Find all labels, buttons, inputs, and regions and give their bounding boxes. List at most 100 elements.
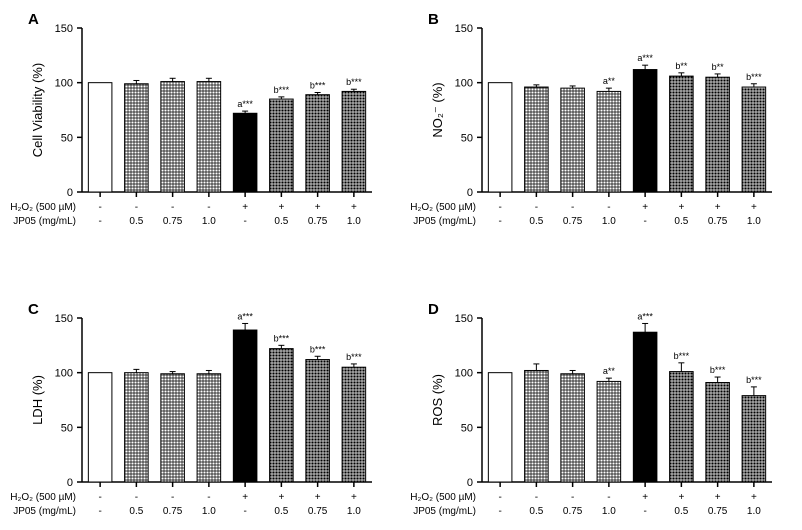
ytick-label: 100 — [455, 368, 473, 380]
panel-B: B050100150NO₂⁻ (%)a**a***b**b**b***H₂O₂ … — [410, 11, 772, 227]
treatment-cell: 1.0 — [602, 216, 616, 227]
treatment-cell: + — [315, 202, 321, 213]
treatment-cell: - — [98, 202, 101, 213]
ytick-label: 0 — [67, 477, 73, 489]
bar — [561, 88, 585, 192]
panel-label: D — [428, 301, 439, 318]
sig-label: b** — [675, 61, 688, 71]
y-axis-label: NO₂⁻ (%) — [430, 82, 445, 137]
treatment-cell: - — [98, 506, 101, 517]
sig-label: b*** — [310, 344, 326, 354]
treatment-cell: + — [278, 492, 284, 503]
bar — [742, 87, 766, 192]
bar — [125, 84, 149, 192]
treatment-cell: 0.75 — [563, 216, 583, 227]
bar — [197, 374, 221, 482]
bar — [306, 95, 330, 192]
treatment-row-label: JP05 (mg/mL) — [413, 506, 476, 517]
treatment-cell: + — [351, 202, 357, 213]
sig-label: b*** — [746, 375, 762, 385]
treatment-cell: 0.75 — [163, 506, 183, 517]
treatment-row-label: JP05 (mg/mL) — [413, 216, 476, 227]
bar — [597, 381, 621, 482]
treatment-cell: 1.0 — [747, 506, 761, 517]
ytick-label: 0 — [467, 477, 473, 489]
bar — [670, 372, 694, 482]
treatment-row-label: H₂O₂ (500 µM) — [410, 202, 476, 213]
panel-label: A — [28, 11, 39, 28]
sig-label: b*** — [274, 85, 290, 95]
treatment-cell: - — [643, 506, 646, 517]
treatment-cell: + — [678, 202, 684, 213]
bar — [270, 99, 294, 192]
ytick-label: 150 — [55, 23, 73, 35]
treatment-cell: - — [498, 506, 501, 517]
treatment-cell: 0.5 — [529, 506, 543, 517]
treatment-cell: 1.0 — [602, 506, 616, 517]
sig-label: a*** — [637, 311, 653, 321]
treatment-cell: - — [607, 492, 610, 503]
treatment-cell: 0.5 — [129, 216, 143, 227]
treatment-cell: - — [643, 216, 646, 227]
treatment-cell: 0.75 — [163, 216, 183, 227]
treatment-cell: + — [642, 202, 648, 213]
y-axis-label: Cell Viability (%) — [30, 63, 45, 157]
panel-label: C — [28, 301, 39, 318]
panel-D: D050100150ROS (%)a**a***b***b***b***H₂O₂… — [410, 301, 772, 517]
treatment-cell: - — [135, 492, 138, 503]
treatment-cell: 0.75 — [308, 506, 328, 517]
bar — [342, 367, 366, 482]
panel-C: C050100150LDH (%)a***b***b***b***H₂O₂ (5… — [10, 301, 372, 517]
bar — [706, 383, 730, 482]
treatment-cell: + — [242, 492, 248, 503]
ytick-label: 150 — [455, 23, 473, 35]
treatment-cell: - — [498, 492, 501, 503]
treatment-cell: 0.75 — [308, 216, 328, 227]
bar — [161, 374, 185, 482]
sig-label: a** — [603, 76, 616, 86]
treatment-row-label: JP05 (mg/mL) — [13, 216, 76, 227]
ytick-label: 50 — [461, 422, 473, 434]
sig-label: b*** — [274, 333, 290, 343]
treatment-cell: + — [678, 492, 684, 503]
sig-label: a*** — [237, 311, 253, 321]
ytick-label: 0 — [67, 187, 73, 199]
treatment-cell: - — [498, 202, 501, 213]
bar — [670, 76, 694, 192]
treatment-cell: - — [135, 202, 138, 213]
treatment-cell: 0.5 — [274, 506, 288, 517]
treatment-cell: - — [207, 492, 210, 503]
treatment-cell: - — [571, 202, 574, 213]
bar — [88, 83, 112, 192]
y-axis-label: ROS (%) — [430, 374, 445, 426]
bar — [488, 83, 512, 192]
y-axis-label: LDH (%) — [30, 375, 45, 425]
ytick-label: 150 — [455, 313, 473, 325]
bar — [125, 373, 149, 482]
treatment-cell: - — [207, 202, 210, 213]
treatment-cell: - — [171, 202, 174, 213]
treatment-row-label: H₂O₂ (500 µM) — [10, 492, 76, 503]
treatment-cell: 1.0 — [347, 216, 361, 227]
bar — [342, 91, 366, 192]
ytick-label: 100 — [55, 368, 73, 380]
bar — [742, 396, 766, 482]
treatment-cell: - — [571, 492, 574, 503]
bar — [525, 87, 549, 192]
treatment-cell: - — [98, 492, 101, 503]
bar — [161, 82, 185, 192]
ytick-label: 0 — [467, 187, 473, 199]
treatment-cell: + — [715, 202, 721, 213]
bar — [561, 374, 585, 482]
sig-label: b*** — [674, 351, 690, 361]
treatment-cell: + — [751, 492, 757, 503]
treatment-cell: 0.5 — [129, 506, 143, 517]
treatment-cell: + — [278, 202, 284, 213]
bar — [488, 373, 512, 482]
sig-label: a*** — [637, 53, 653, 63]
treatment-cell: 0.75 — [708, 506, 728, 517]
bar — [270, 349, 294, 482]
treatment-cell: 1.0 — [747, 216, 761, 227]
bar — [706, 77, 730, 192]
figure-svg: A 0 50 100 150 Cell Viability (%) a*** b*** b***… — [0, 0, 802, 530]
